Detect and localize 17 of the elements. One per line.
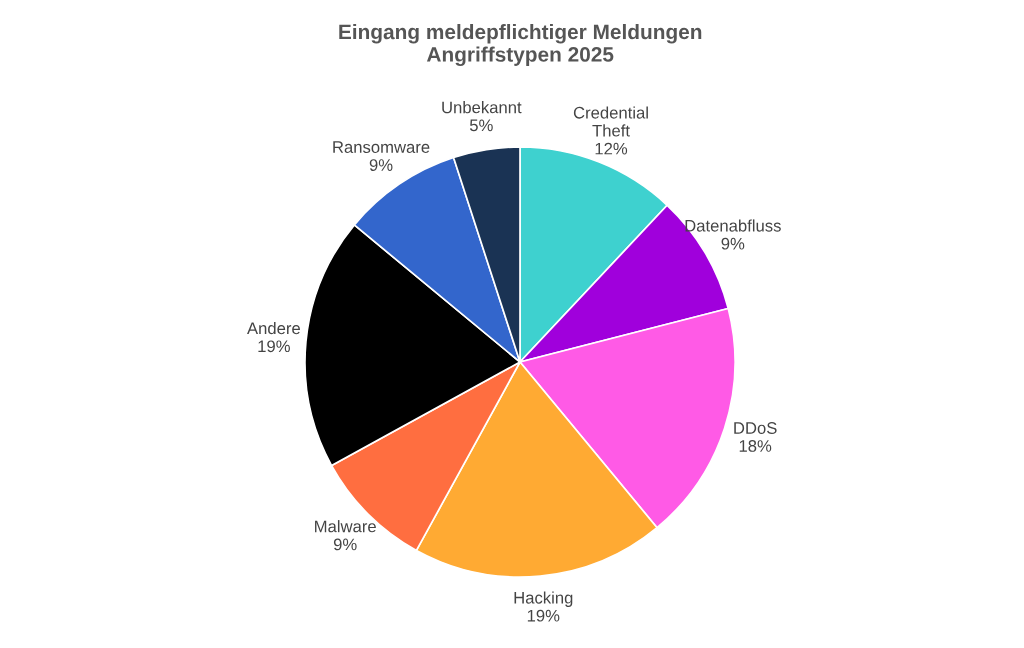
slice-label: DDoS (734, 422, 777, 434)
slice-label: Unbekannt (442, 101, 522, 114)
slice-label: Andere (247, 321, 300, 335)
data-label: 12% (595, 142, 628, 155)
slice-label: Ransomware (333, 141, 430, 153)
slice-label: Credential Theft (573, 106, 648, 137)
chart-title: Eingang meldepflichtiger Meldungen Angriffstypen 2025 (339, 23, 702, 67)
data-label: 18% (739, 440, 772, 452)
data-label: 19% (258, 340, 290, 353)
data-label: 5% (469, 119, 493, 132)
data-label: 9% (333, 538, 357, 551)
slice-label: Datenabfluss (685, 219, 781, 232)
data-label: 19% (527, 609, 560, 622)
data-label: 9% (369, 159, 393, 171)
data-label: 9% (721, 237, 745, 250)
slice-label: Hacking (514, 591, 573, 607)
slice-label: Malware (315, 520, 376, 533)
